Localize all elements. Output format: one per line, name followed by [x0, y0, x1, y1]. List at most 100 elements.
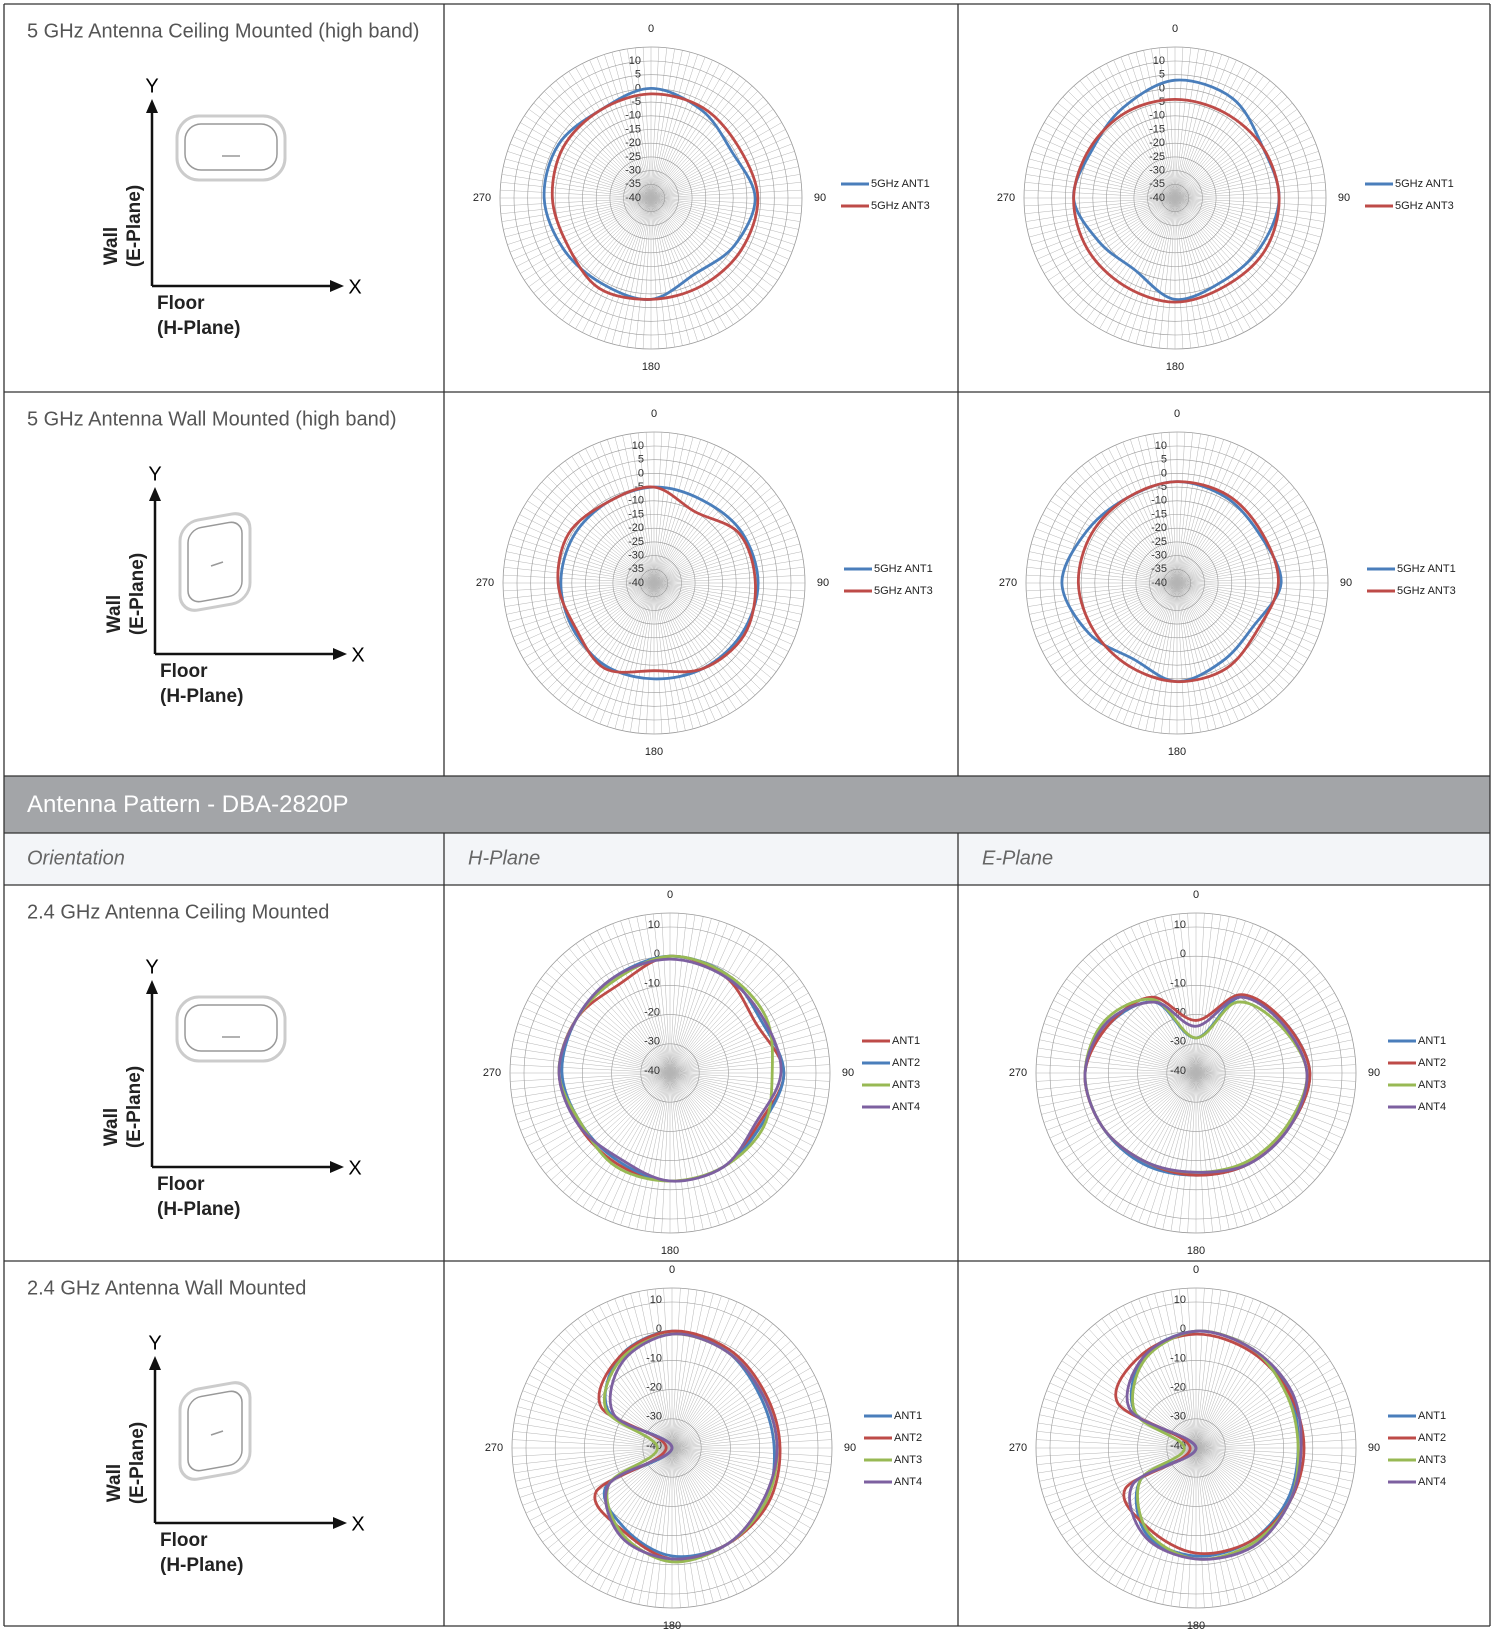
spoke	[549, 197, 652, 311]
spoke	[1174, 197, 1271, 316]
spoke	[653, 481, 767, 584]
spoke	[1053, 1072, 1197, 1146]
spoke	[1195, 1447, 1222, 1607]
theta-tick-label: 180	[1168, 746, 1186, 758]
theta-tick-label: 270	[473, 192, 491, 204]
grid-circle	[1137, 1014, 1255, 1132]
spoke	[523, 507, 655, 584]
spoke	[671, 1382, 819, 1449]
spoke	[671, 1447, 722, 1601]
spoke	[520, 122, 652, 199]
spoke	[661, 1072, 671, 1233]
r-tick-label: -5	[1155, 96, 1165, 108]
spoke	[1033, 582, 1178, 630]
spoke	[650, 197, 660, 349]
spoke	[1176, 528, 1319, 584]
spoke	[671, 1447, 689, 1608]
spoke	[1195, 1447, 1238, 1603]
spoke	[1195, 1447, 1353, 1482]
spoke	[500, 189, 652, 199]
spoke	[1176, 551, 1325, 584]
grid-circle	[1094, 500, 1260, 666]
spoke	[653, 521, 793, 584]
spoke	[1174, 197, 1326, 207]
spoke	[1113, 197, 1176, 337]
grid-circle	[530, 459, 778, 707]
legend-label: ANT1	[894, 1410, 922, 1422]
spoke	[1174, 197, 1277, 311]
grid-circle	[1067, 473, 1287, 693]
spoke	[671, 1447, 802, 1543]
spoke	[645, 582, 655, 734]
spoke	[1174, 197, 1244, 333]
spoke	[1099, 67, 1176, 199]
spoke	[1195, 1072, 1277, 1212]
spoke	[1174, 197, 1293, 294]
spoke	[510, 1072, 671, 1082]
spoke	[562, 1072, 671, 1193]
spoke	[1026, 582, 1178, 600]
spoke	[555, 197, 652, 316]
spoke	[1027, 582, 1178, 607]
spoke	[1029, 551, 1178, 584]
legend-label: ANT4	[892, 1101, 920, 1113]
spoke	[612, 1072, 671, 1223]
polar-chart: 1050-5-10-15-20-25-30-35-400901802705GHz…	[476, 408, 933, 758]
series-line	[1083, 993, 1312, 1177]
spoke	[614, 1298, 673, 1449]
spoke	[1137, 582, 1178, 729]
spoke	[650, 197, 764, 300]
spoke	[1062, 197, 1176, 300]
spoke	[1176, 582, 1246, 718]
spoke	[505, 197, 652, 238]
spoke	[669, 1072, 827, 1107]
spoke	[669, 913, 687, 1074]
spoke	[644, 914, 671, 1074]
series-line	[1114, 1332, 1306, 1555]
spoke	[622, 435, 655, 584]
spoke	[1174, 197, 1230, 340]
device-led	[210, 1430, 224, 1436]
spoke	[671, 1447, 760, 1583]
spoke	[510, 582, 655, 630]
spoke	[650, 109, 774, 199]
spoke	[1195, 1390, 1346, 1449]
spoke	[589, 934, 671, 1074]
r-tick-label: -40	[1149, 192, 1165, 204]
spoke	[650, 197, 793, 253]
spoke	[552, 1447, 673, 1556]
spoke	[628, 918, 671, 1074]
spoke	[1195, 1447, 1262, 1595]
spoke	[1195, 1072, 1326, 1168]
r-tick-label: -30	[625, 165, 641, 177]
spoke	[1176, 432, 1194, 584]
spoke	[669, 1072, 778, 1193]
spoke	[669, 1023, 823, 1074]
spoke	[1195, 1313, 1284, 1449]
r-tick-label: 0	[1180, 1323, 1186, 1335]
spoke	[1174, 197, 1323, 230]
spoke	[1176, 582, 1304, 666]
spoke	[1082, 1334, 1197, 1449]
grid-circle	[571, 500, 737, 666]
spoke	[669, 1072, 820, 1131]
spoke	[653, 476, 761, 584]
spoke	[1174, 151, 1319, 199]
r-tick-label: -20	[1149, 137, 1165, 149]
spoke	[1038, 582, 1178, 645]
spoke	[1176, 444, 1239, 584]
spoke	[650, 54, 698, 199]
series-line	[559, 485, 760, 681]
grid-circle	[582, 129, 720, 267]
spoke	[650, 197, 683, 346]
spoke	[1195, 1293, 1238, 1449]
spoke	[578, 452, 655, 584]
spoke	[650, 102, 769, 199]
spoke	[1195, 1291, 1230, 1449]
theta-tick-label: 180	[645, 746, 663, 758]
spoke	[1174, 197, 1314, 260]
spoke	[1195, 1023, 1349, 1074]
spoke	[523, 582, 655, 659]
spoke	[1195, 1398, 1349, 1449]
spoke	[607, 439, 655, 584]
